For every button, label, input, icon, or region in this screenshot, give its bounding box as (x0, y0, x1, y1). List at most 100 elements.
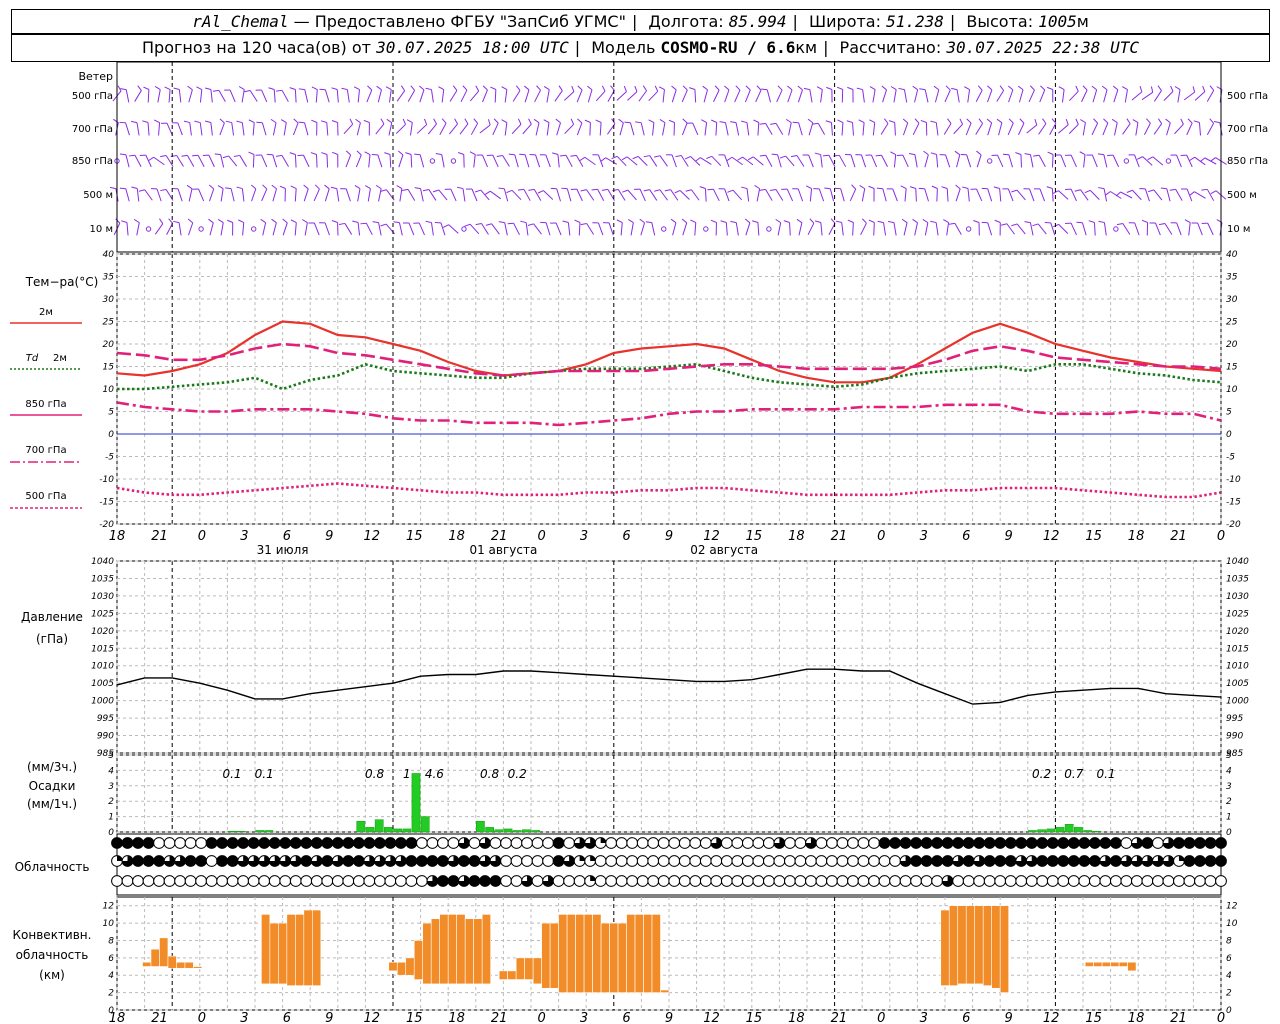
convective-bar (1101, 961, 1111, 967)
wind-barb-flag (790, 155, 798, 158)
cloud-symbol (1173, 875, 1185, 887)
wind-barb-flag (869, 119, 875, 123)
wind-barb (617, 189, 626, 201)
wind-barb (533, 223, 542, 235)
wind-barb (820, 89, 823, 103)
lat-value: 51.238 (886, 12, 944, 31)
wind-barb-flag (720, 220, 727, 223)
wind-barb-flag (1132, 119, 1139, 124)
cloud-symbol (731, 837, 744, 849)
cloud-symbol (668, 875, 681, 887)
cloud-symbol (931, 837, 944, 849)
wind-barb (797, 188, 804, 202)
wind-barb (554, 90, 563, 102)
wind-barb-flag (976, 150, 982, 156)
wind-barb (587, 89, 593, 103)
wind-barb (1038, 123, 1047, 135)
hour-tick-label-bottom: 15 (406, 1011, 423, 1024)
precip-bar (393, 828, 402, 833)
wind-barb (1061, 89, 1065, 103)
wind-barb (914, 154, 918, 168)
wind-barb-flag (868, 185, 875, 189)
cloud-symbol (668, 855, 681, 867)
wind-barb-flag (552, 152, 559, 156)
wind-barb-flag (654, 155, 661, 158)
wind-barb-flag (109, 186, 116, 190)
cloud-symbol (531, 837, 544, 849)
precip-unit-1h: (мм/1ч.) (27, 797, 77, 811)
wind-barb-flag (922, 218, 929, 224)
cloud-symbol (605, 875, 618, 887)
wind-barb (565, 155, 573, 167)
wind-barb (1166, 122, 1171, 136)
wind-barb (419, 89, 425, 103)
wind-barb (345, 188, 351, 202)
cloud-symbol (384, 875, 397, 887)
wind-barb (724, 154, 730, 168)
wind-barb-flag (173, 220, 180, 224)
cloud-symbol (247, 837, 260, 849)
wind-barb (136, 188, 140, 202)
wind-barb (242, 222, 245, 236)
wind-barb-flag (741, 186, 748, 190)
cloud-symbol (394, 837, 407, 849)
cloud-symbol (857, 855, 870, 867)
wind-barb (796, 155, 805, 167)
wind-barb (744, 89, 751, 103)
wind-barb-flag (1139, 86, 1143, 93)
cloud-symbol-fill (1131, 855, 1143, 867)
wind-title: Ветер (79, 70, 113, 83)
wind-barb-flag (1015, 152, 1022, 155)
cloud-symbol (279, 875, 292, 887)
cloud-symbol (962, 855, 975, 867)
wind-barb-flag (770, 122, 777, 125)
wind-barb-flag (654, 85, 659, 92)
wind-barb (178, 222, 182, 236)
precip-3h-label: 4.6 (425, 767, 444, 781)
cloud-symbol (910, 875, 922, 887)
wind-barb-flag (1126, 118, 1131, 124)
wind-barb (543, 190, 554, 200)
pressure-series (116, 668, 1222, 705)
precip-ytick-left: 3 (108, 782, 114, 792)
cloud-symbol (1152, 875, 1164, 887)
wind-barb (165, 155, 174, 167)
cloud-symbol (300, 855, 313, 867)
convective-bar (532, 957, 542, 985)
calm-wind-circle (429, 158, 436, 164)
wind-barb-flag (595, 119, 602, 123)
cloud-symbol (636, 875, 649, 887)
pressure-ytick-right: 1010 (1226, 662, 1249, 672)
wind-barb (1026, 124, 1038, 134)
wind-barb (220, 154, 225, 168)
wind-barb (438, 189, 448, 201)
cloud-symbol (111, 837, 123, 849)
wind-barb (1051, 154, 1054, 168)
wind-barb (166, 122, 173, 136)
wind-barb-flag (393, 221, 400, 224)
cloud-symbol (815, 855, 828, 867)
wind-barb (1029, 188, 1035, 202)
pressure-ytick-right: 1025 (1226, 609, 1249, 619)
cloud-symbol (237, 875, 250, 887)
wind-barb (440, 222, 446, 236)
wind-barb-flag (632, 155, 639, 160)
temp-ytick-left: 40 (103, 250, 115, 260)
wind-barb (724, 188, 730, 202)
cloud-symbol-fill (117, 855, 123, 861)
wind-barb-flag (946, 118, 952, 124)
cloud-symbol (689, 875, 702, 887)
convective-bar (464, 918, 474, 985)
cloud-symbol (626, 875, 639, 887)
wind-barb-flag (400, 85, 406, 91)
cloud-symbol (468, 837, 481, 849)
convective-bar (303, 909, 313, 986)
wind-barb-flag (402, 188, 409, 191)
cloud-title: Облачность (15, 860, 90, 874)
wind-barb (986, 89, 993, 103)
wind-barb (785, 155, 795, 167)
precip-ytick-left: 2 (108, 797, 114, 807)
temp-ytick-right: -15 (1226, 498, 1241, 508)
wind-barb-flag (1174, 86, 1181, 91)
wind-barb-flag (356, 150, 362, 156)
